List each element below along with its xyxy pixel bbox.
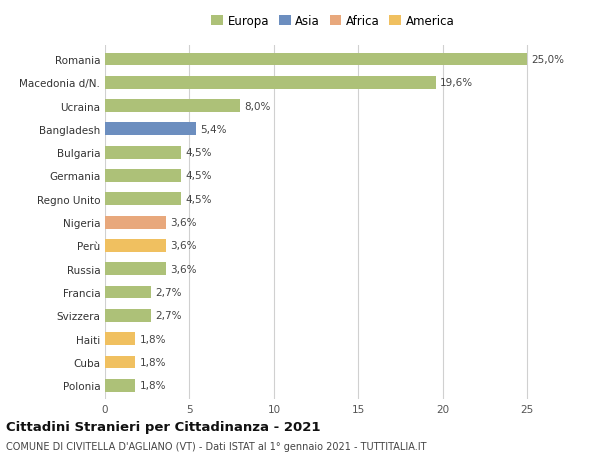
Legend: Europa, Asia, Africa, America: Europa, Asia, Africa, America — [206, 11, 460, 33]
Text: Cittadini Stranieri per Cittadinanza - 2021: Cittadini Stranieri per Cittadinanza - 2… — [6, 420, 320, 433]
Text: 3,6%: 3,6% — [170, 241, 197, 251]
Bar — [105, 77, 436, 90]
Text: 4,5%: 4,5% — [185, 171, 212, 181]
Bar — [105, 53, 527, 66]
Text: 5,4%: 5,4% — [200, 124, 227, 134]
Text: 4,5%: 4,5% — [185, 194, 212, 204]
Text: 19,6%: 19,6% — [440, 78, 473, 88]
Text: 2,7%: 2,7% — [155, 287, 181, 297]
Bar — [105, 193, 181, 206]
Bar — [105, 216, 166, 229]
Text: 3,6%: 3,6% — [170, 264, 197, 274]
Bar — [105, 146, 181, 159]
Text: 1,8%: 1,8% — [140, 357, 166, 367]
Text: 4,5%: 4,5% — [185, 148, 212, 158]
Text: COMUNE DI CIVITELLA D'AGLIANO (VT) - Dati ISTAT al 1° gennaio 2021 - TUTTITALIA.: COMUNE DI CIVITELLA D'AGLIANO (VT) - Dat… — [6, 441, 427, 451]
Bar — [105, 332, 136, 345]
Bar — [105, 123, 196, 136]
Text: 2,7%: 2,7% — [155, 311, 181, 321]
Bar — [105, 170, 181, 183]
Bar — [105, 100, 240, 113]
Text: 3,6%: 3,6% — [170, 218, 197, 228]
Bar — [105, 263, 166, 275]
Bar — [105, 379, 136, 392]
Bar — [105, 356, 136, 369]
Bar — [105, 309, 151, 322]
Bar — [105, 240, 166, 252]
Bar — [105, 286, 151, 299]
Text: 1,8%: 1,8% — [140, 334, 166, 344]
Text: 1,8%: 1,8% — [140, 381, 166, 390]
Text: 8,0%: 8,0% — [244, 101, 271, 112]
Text: 25,0%: 25,0% — [532, 55, 565, 65]
